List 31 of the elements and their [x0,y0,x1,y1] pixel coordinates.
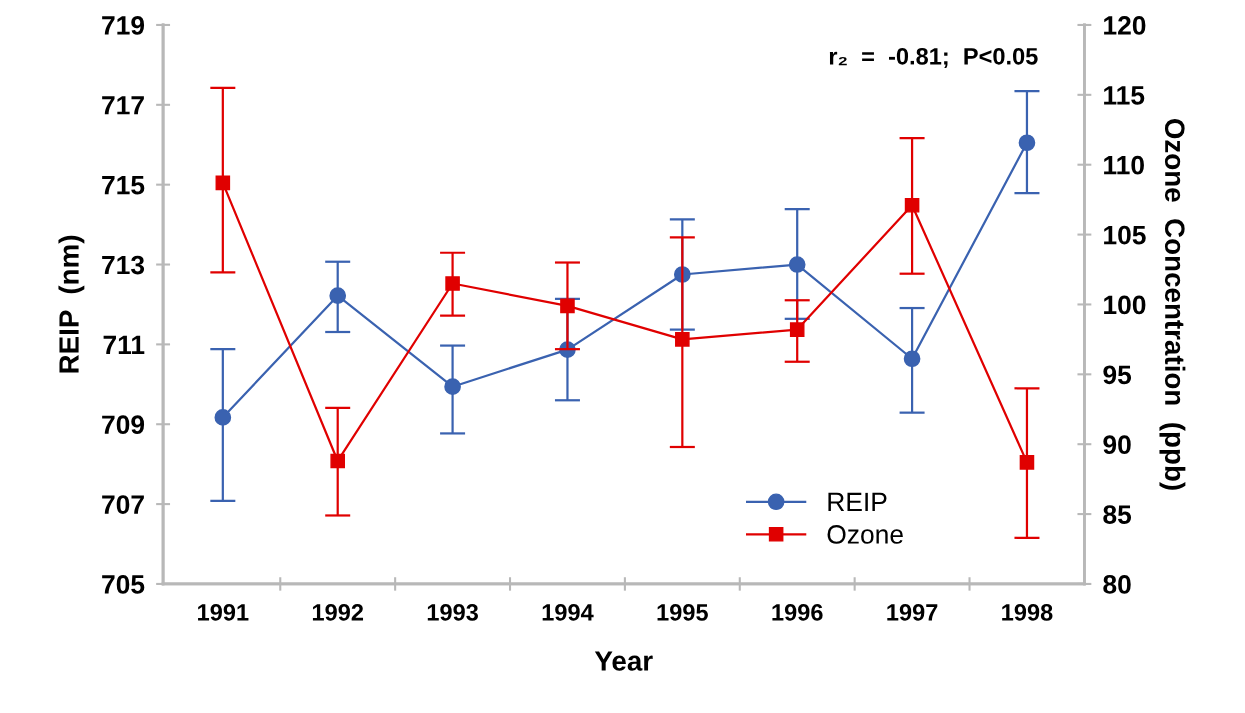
y-tick-label: 719 [102,16,145,35]
y2-tick-label: 95 [1103,365,1132,385]
y2-tick-label: 80 [1103,575,1131,594]
x-tick-label: 1994 [542,604,594,621]
y2-tick-label: 90 [1103,435,1131,455]
y2-tick-label: 120 [1104,16,1146,35]
annotation: r₂ = -0.81; P<0.05 [829,47,1038,69]
legend-label: REIP [828,492,887,512]
y2-tick-label: 100 [1104,295,1146,315]
x-tick-label: 1997 [887,604,938,621]
y2-axis-title: Ozone Concentration (ppb) [1159,118,1186,490]
x-tick-label: 1993 [427,604,478,621]
y2-tick-label: 85 [1103,505,1132,524]
x-tick-label: 1991 [198,604,249,621]
y-tick-label: 713 [102,255,145,275]
y2-tick-label: 105 [1104,225,1146,245]
y-tick-label: 709 [102,415,145,435]
x-tick-label: 1992 [312,604,364,621]
y-tick-label: 707 [102,495,144,514]
x-tick-label: 1996 [772,604,823,621]
y-tick-label: 705 [102,575,145,594]
y2-tick-label: 110 [1104,155,1144,175]
y-tick-label: 711 [103,335,145,354]
x-tick-label: 1995 [657,604,708,621]
x-axis-title: Year [594,651,653,671]
legend-label: Ozone [827,525,903,544]
y2-tick-label: 115 [1104,86,1145,105]
y-axis-title: REIP (nm) [58,235,85,373]
y-tick-label: 717 [102,96,144,115]
y-tick-label: 715 [102,176,145,195]
x-tick-label: 1998 [1002,604,1053,621]
